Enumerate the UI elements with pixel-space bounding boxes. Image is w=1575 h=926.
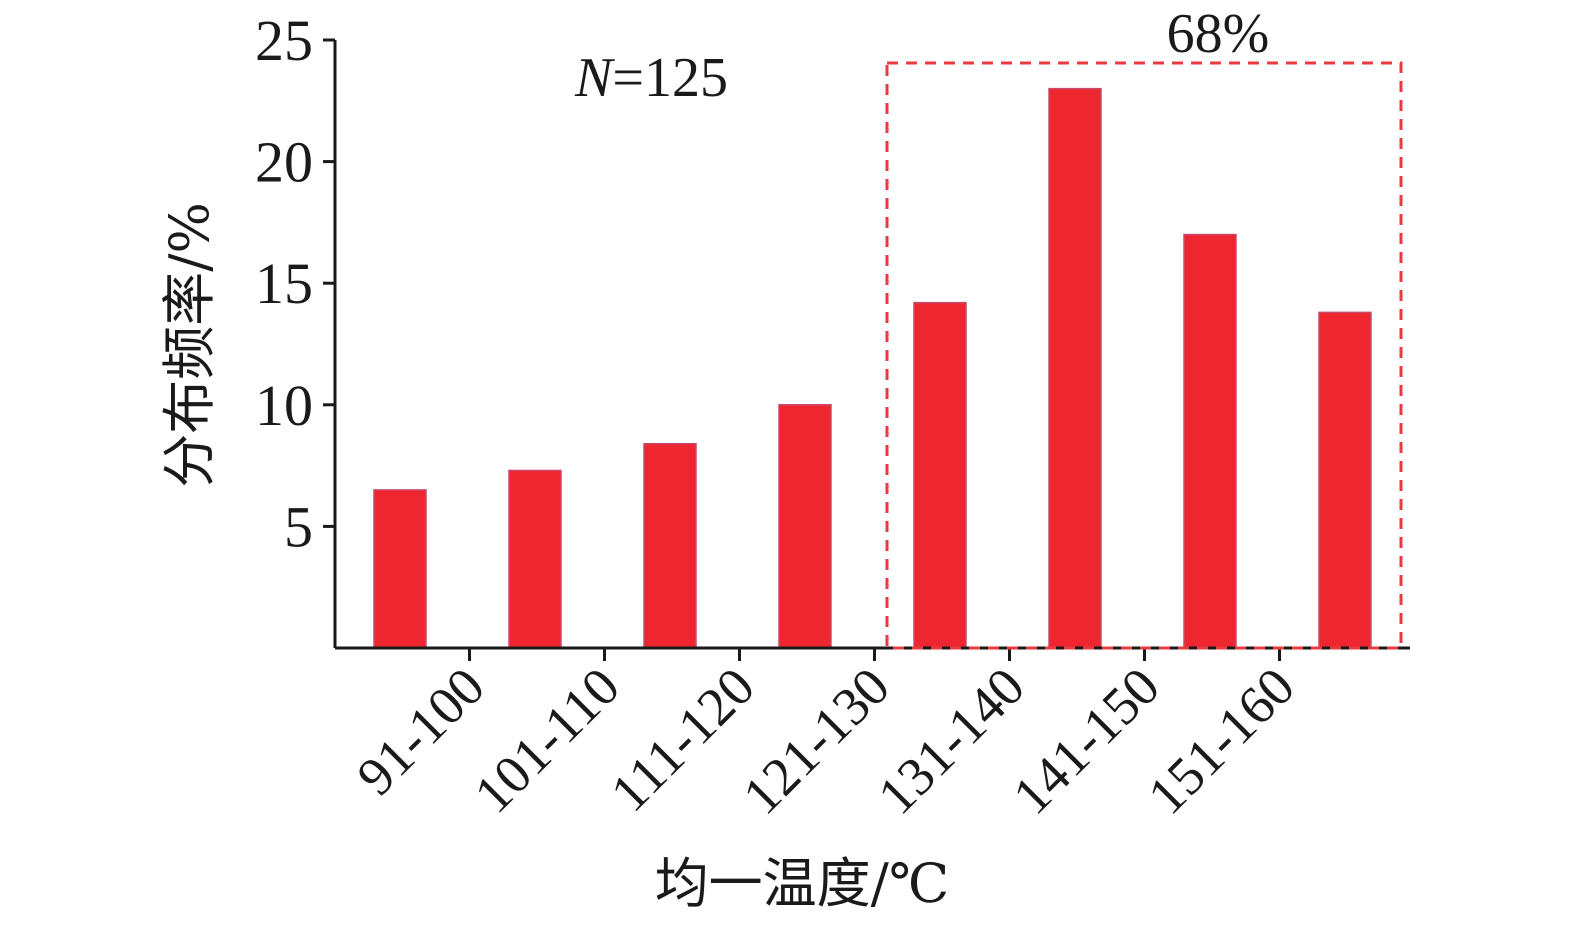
- sample-size-label: N=125: [574, 47, 728, 109]
- x-tick-label: 131-140: [866, 656, 1036, 826]
- bar-121-130: [913, 301, 967, 649]
- bar-151-160: [1318, 311, 1372, 649]
- y-tick-label: 20: [255, 130, 313, 195]
- sample-size-value: =125: [612, 47, 728, 109]
- highlight-percent-label: 68%: [1167, 3, 1270, 65]
- highlight-box: [885, 61, 1403, 650]
- bar-first: [373, 489, 427, 649]
- bar-141-150: [1183, 233, 1237, 649]
- x-tick-label: 101-110: [463, 656, 631, 824]
- y-ticks: 5 10 15 20 25: [255, 8, 335, 559]
- y-axis-title: 分布频率/%: [158, 202, 221, 488]
- x-ticks: 91-100101-110111-120121-130131-140141-15…: [345, 648, 1306, 826]
- y-tick-label: 25: [255, 8, 313, 73]
- x-tick-label: 121-130: [731, 656, 901, 826]
- x-axis-title: 均一温度/℃: [655, 852, 950, 915]
- bar-91-100: [508, 469, 562, 649]
- x-tick-label: 151-160: [1136, 656, 1306, 826]
- bar-101-110: [643, 442, 697, 649]
- bar-131-140: [1048, 87, 1102, 649]
- bars-layer: [373, 87, 1372, 649]
- y-tick-label: 10: [255, 373, 313, 438]
- bar-111-120: [778, 404, 832, 649]
- y-tick-label: 5: [284, 494, 313, 559]
- x-tick-label: 141-150: [1001, 656, 1171, 826]
- sample-size-var: N: [574, 47, 615, 109]
- axes-layer: [333, 40, 1410, 650]
- y-tick-label: 15: [255, 251, 313, 316]
- x-tick-label: 111-120: [599, 656, 766, 823]
